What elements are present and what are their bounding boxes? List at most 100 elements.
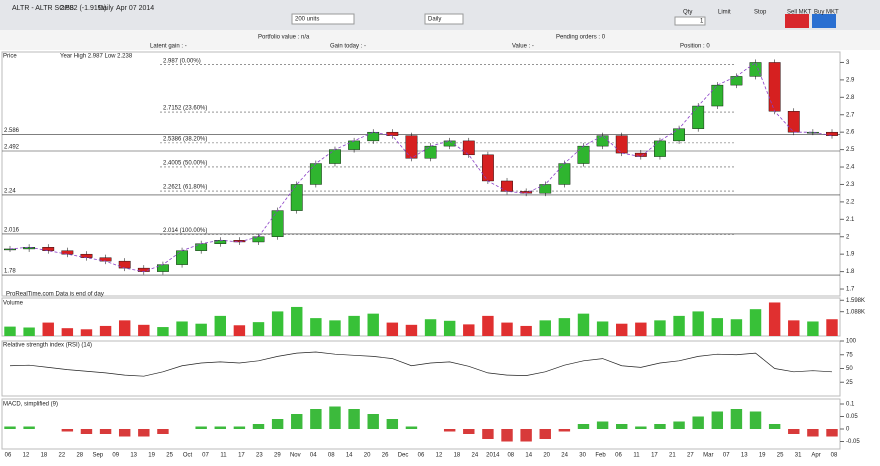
sell-button[interactable] (785, 14, 809, 28)
x-tick-label: 25 (777, 453, 784, 459)
volume-bar (558, 318, 571, 336)
x-tick-label: Oct (183, 453, 193, 459)
x-tick-label: 13 (130, 453, 137, 459)
close-line (9, 61, 833, 273)
y-tick-label: 0.1 (846, 402, 855, 408)
candle (405, 135, 418, 159)
timeframe-select[interactable] (424, 13, 464, 25)
x-tick-label: 14 (346, 453, 353, 459)
qty-label: Qty (683, 10, 692, 16)
volume-bar (424, 319, 437, 336)
panel-frame (1, 340, 841, 397)
x-tick-label: 26 (382, 453, 389, 459)
candle (501, 180, 513, 192)
macd-bar (157, 429, 169, 434)
period: Daily (98, 5, 114, 12)
volume-bar (252, 322, 265, 336)
candle (367, 131, 380, 142)
y-tick-label: 2 (846, 234, 850, 240)
latent: Latent gain : - (150, 44, 187, 50)
macd-bar (826, 429, 838, 437)
units-select[interactable] (291, 13, 355, 25)
volume-bar (711, 318, 724, 336)
macd-bar (138, 429, 150, 437)
x-tick-label: Feb (595, 453, 606, 459)
macd-bar (558, 429, 571, 432)
macd-bar (386, 419, 399, 429)
candle (386, 131, 399, 136)
range-note: Year High 2.987 Low 2.238 (60, 54, 133, 60)
candle (692, 105, 705, 129)
volume-bar (271, 311, 284, 336)
limit-label: Limit (718, 10, 731, 16)
y-tick-label: 100 (846, 339, 857, 345)
x-tick-label: 14 (525, 453, 532, 459)
volume-bar (367, 313, 379, 336)
volume-bar (768, 302, 781, 336)
candle (118, 260, 131, 269)
level-label: 2.492 (4, 145, 20, 151)
quote: 2.582 (-1.91%) (60, 5, 106, 12)
volume-bar (4, 326, 16, 336)
stop-label: Stop (754, 10, 767, 16)
buy-button[interactable] (812, 14, 836, 28)
volume-bar (749, 309, 762, 336)
volume-title: Volume (3, 301, 24, 307)
x-tick-label: 28 (76, 453, 83, 459)
qty: 1 (700, 19, 704, 25)
y-tick-label: 2.6 (846, 130, 855, 136)
pending: Pending orders : 0 (556, 35, 606, 41)
x-tick-label: 19 (759, 453, 766, 459)
portfolio: Portfolio value : n/a (258, 35, 310, 41)
macd-bar (291, 414, 303, 429)
candle (23, 246, 36, 250)
candle (654, 140, 666, 157)
candle (309, 163, 322, 185)
candle (749, 62, 762, 77)
macd-bar (271, 419, 284, 429)
volume-bar (291, 306, 303, 336)
volume-bar (61, 328, 74, 336)
macd-bar (61, 429, 74, 432)
fib-label: 2.7152 (23.60%) (163, 106, 207, 112)
candle (462, 140, 475, 156)
y-tick-label: 2.9 (846, 77, 855, 83)
x-tick-label: 18 (41, 453, 48, 459)
volume-bar (520, 325, 532, 336)
macd-bar (788, 429, 800, 434)
volume-bar (176, 321, 188, 336)
volume-bar (673, 315, 685, 336)
fib-label: 2.2621 (61.80%) (163, 185, 207, 191)
candle (348, 140, 361, 150)
fib-label: 2.987 (0.00%) (163, 58, 201, 64)
volume-bar (214, 315, 226, 336)
y-tick-label: 2.2 (846, 199, 855, 205)
units: 200 units (295, 17, 319, 23)
y-tick-label: 2.8 (846, 95, 855, 101)
x-tick-label: 18 (454, 453, 461, 459)
candle (730, 76, 743, 86)
x-tick-label: 24 (472, 453, 479, 459)
x-tick-label: 06 (615, 453, 622, 459)
x-tick-label: 13 (741, 453, 748, 459)
fib-label: 2.5386 (38.20%) (163, 136, 207, 142)
y-tick-label: 1.9 (846, 252, 855, 258)
x-tick-label: Dec (398, 453, 409, 459)
candle (768, 62, 781, 112)
x-tick-label: Apr (811, 453, 820, 459)
candle (4, 248, 16, 251)
x-tick-label: 22 (59, 453, 66, 459)
candle (443, 140, 456, 147)
gain-today: Gain today : - (330, 44, 366, 50)
qty-input[interactable] (674, 16, 706, 26)
volume-bar (577, 313, 590, 336)
volume-bar (138, 324, 150, 336)
level-label: 2.016 (4, 228, 20, 234)
fib-label: 2.014 (100.00%) (163, 228, 207, 234)
x-tick-label: 04 (310, 453, 317, 459)
level-label: 2.24 (4, 188, 16, 194)
macd-bar (501, 429, 513, 442)
x-tick-label: 23 (256, 453, 263, 459)
price-title: Price (3, 54, 17, 60)
